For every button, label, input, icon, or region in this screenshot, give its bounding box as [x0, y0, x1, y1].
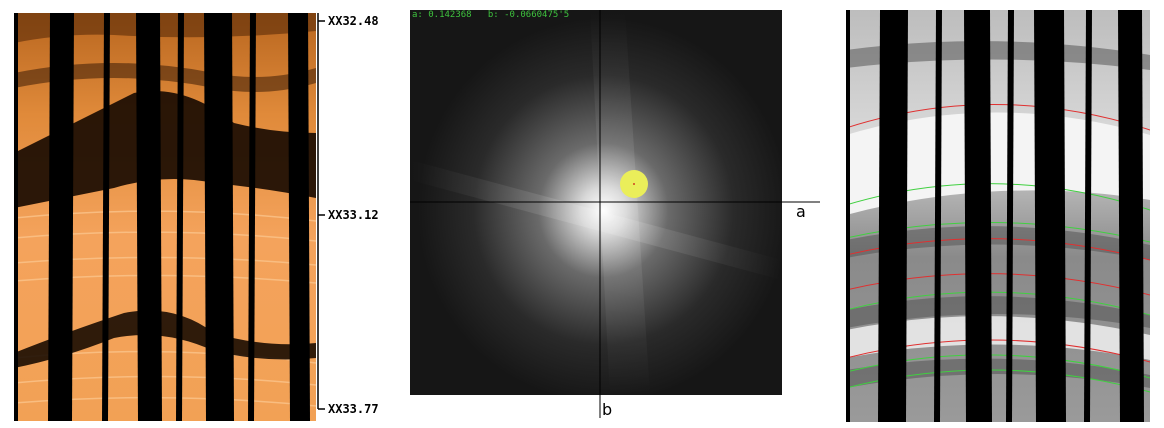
depth-label-top: XX32.48 — [328, 14, 379, 28]
axis-b-label: b — [602, 400, 613, 419]
coef-b-value: b: -0.0660475'5 — [487, 10, 570, 20]
annotated-image-log — [846, 10, 1150, 422]
borehole-image-log-canvas — [14, 13, 316, 421]
depth-label-middle: XX33.12 — [328, 208, 379, 222]
coef-a-value: a: 0.142368 — [412, 10, 472, 20]
depth-axis-line — [317, 13, 325, 410]
depth-label-bottom: XX33.77 — [328, 402, 379, 416]
borehole-image-log — [14, 13, 316, 421]
coefficient-map[interactable]: a: 0.142368 b: -0.0660475'5 a b — [410, 10, 820, 425]
annotated-image-log-canvas — [846, 10, 1150, 422]
axis-a-label: a — [796, 202, 806, 221]
coefficient-map-canvas[interactable] — [410, 10, 820, 425]
depth-track: XX32.48 XX33.12 XX33.77 — [316, 13, 386, 421]
coefficient-readout: a: 0.142368 b: -0.0660475'5 — [412, 10, 569, 20]
